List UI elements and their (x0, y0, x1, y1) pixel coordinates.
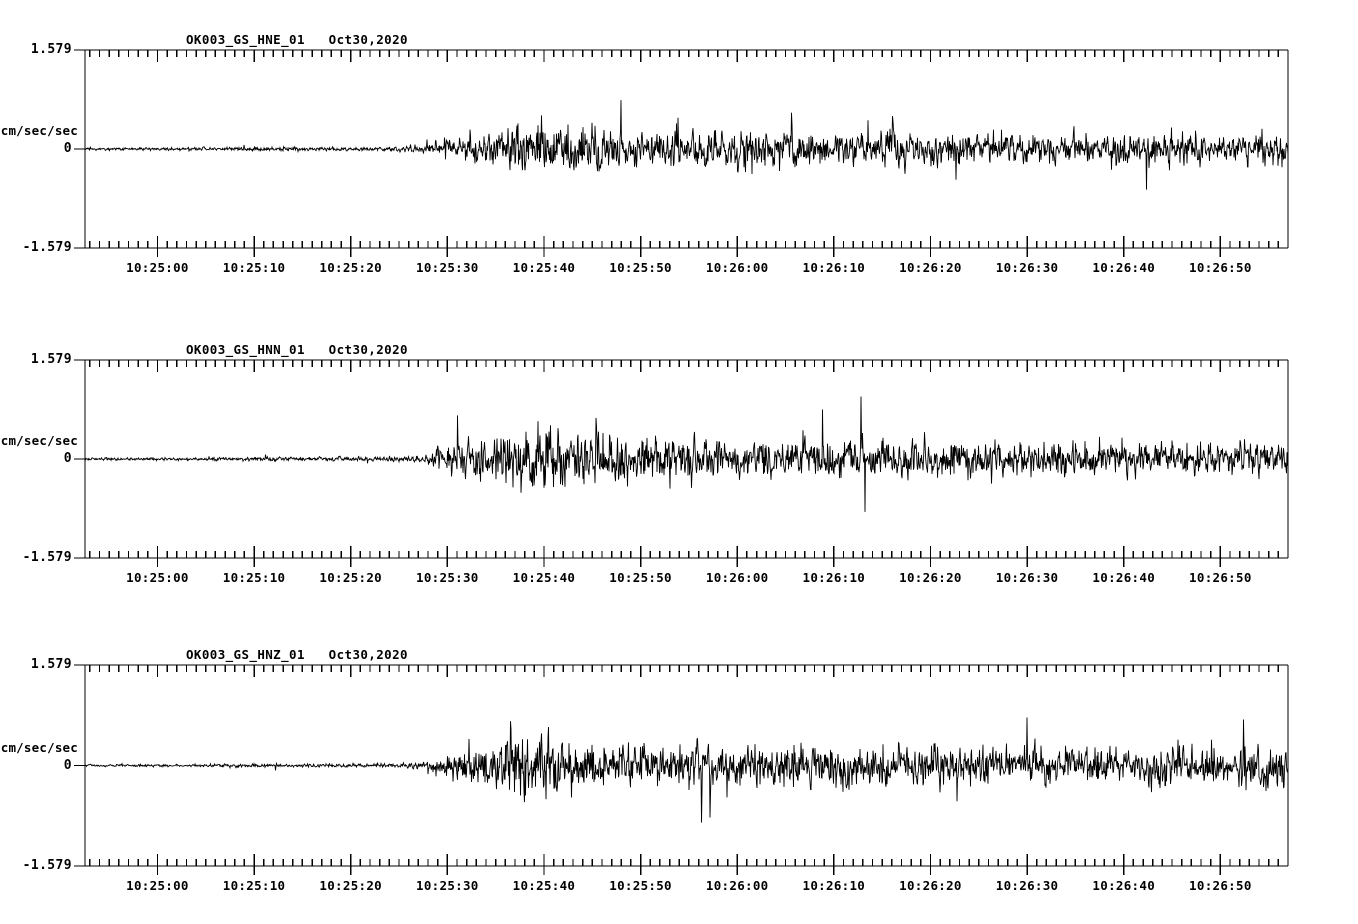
y-axis-min-label: -1.579 (22, 240, 72, 255)
x-axis-tick-label: 10:26:10 (802, 260, 866, 275)
x-axis-tick-label: 10:25:10 (222, 260, 286, 275)
waveform-trace (84, 717, 1289, 823)
x-axis-tick-label: 10:25:00 (126, 878, 189, 893)
x-axis-tick-label: 10:26:50 (1189, 260, 1252, 275)
y-axis-units-label: cm/sec/sec (0, 739, 78, 755)
x-axis-tick-label: 10:26:50 (1189, 570, 1252, 585)
x-axis-tick-label: 10:26:20 (899, 878, 962, 893)
y-axis-min-label: -1.579 (22, 550, 72, 565)
x-axis-tick-label: 10:26:00 (705, 570, 769, 585)
x-axis-tick-label: 10:25:00 (126, 260, 189, 275)
x-axis-tick-label: 10:25:20 (319, 260, 383, 275)
panel-title: OK003_GS_HNZ_01 Oct30,2020 (186, 647, 408, 662)
x-axis-tick-label: 10:26:50 (1189, 878, 1252, 893)
x-axis-tick-label: 10:25:20 (319, 878, 383, 893)
x-axis-tick-label: 10:25:30 (416, 570, 479, 585)
x-axis-tick-label: 10:26:30 (995, 570, 1059, 585)
x-axis-tick-label: 10:25:40 (512, 570, 576, 585)
x-axis-tick-label: 10:25:50 (609, 260, 672, 275)
waveform-trace (84, 396, 1289, 512)
x-axis-tick-label: 10:26:30 (995, 260, 1059, 275)
x-axis-tick-label: 10:26:40 (1092, 878, 1156, 893)
panel-title: OK003_GS_HNN_01 Oct30,2020 (186, 342, 408, 357)
x-axis-tick-label: 10:26:10 (802, 878, 866, 893)
x-axis-tick-label: 10:25:50 (609, 570, 672, 585)
x-axis-tick-label: 10:26:10 (802, 570, 866, 585)
y-axis-units-label: cm/sec/sec (0, 433, 78, 448)
y-axis-max-label: 1.579 (30, 42, 72, 57)
y-axis-zero-label: 0 (63, 757, 72, 773)
x-axis-tick-label: 10:26:30 (995, 878, 1059, 893)
x-axis-tick-label: 10:26:00 (705, 260, 769, 275)
y-axis-zero-label: 0 (63, 141, 72, 156)
x-axis-tick-label: 10:25:00 (126, 570, 189, 585)
waveform-trace (84, 100, 1289, 190)
x-axis-tick-label: 10:26:20 (899, 260, 962, 275)
x-axis-tick-label: 10:25:40 (512, 878, 576, 893)
x-axis-tick-label: 10:25:50 (609, 878, 672, 893)
x-axis-tick-label: 10:25:10 (222, 878, 286, 893)
x-axis-tick-label: 10:26:40 (1092, 260, 1156, 275)
x-axis-tick-label: 10:25:30 (416, 260, 479, 275)
x-axis-tick-label: 10:25:30 (416, 878, 479, 893)
x-axis-tick-label: 10:25:40 (512, 260, 576, 275)
y-axis-min-label: -1.579 (22, 858, 72, 873)
x-axis-tick-label: 10:26:00 (705, 878, 769, 893)
y-axis-units-label: cm/sec/sec (0, 123, 78, 138)
panel-title: OK003_GS_HNE_01 Oct30,2020 (186, 32, 408, 47)
y-axis-max-label: 1.579 (30, 352, 72, 367)
y-axis-zero-label: 0 (63, 451, 72, 466)
x-axis-tick-label: 10:26:40 (1092, 570, 1156, 585)
x-axis-tick-label: 10:25:10 (222, 570, 286, 585)
x-axis-tick-label: 10:26:20 (899, 570, 962, 585)
y-axis-max-label: 1.579 (30, 657, 72, 672)
x-axis-tick-label: 10:25:20 (319, 570, 383, 585)
